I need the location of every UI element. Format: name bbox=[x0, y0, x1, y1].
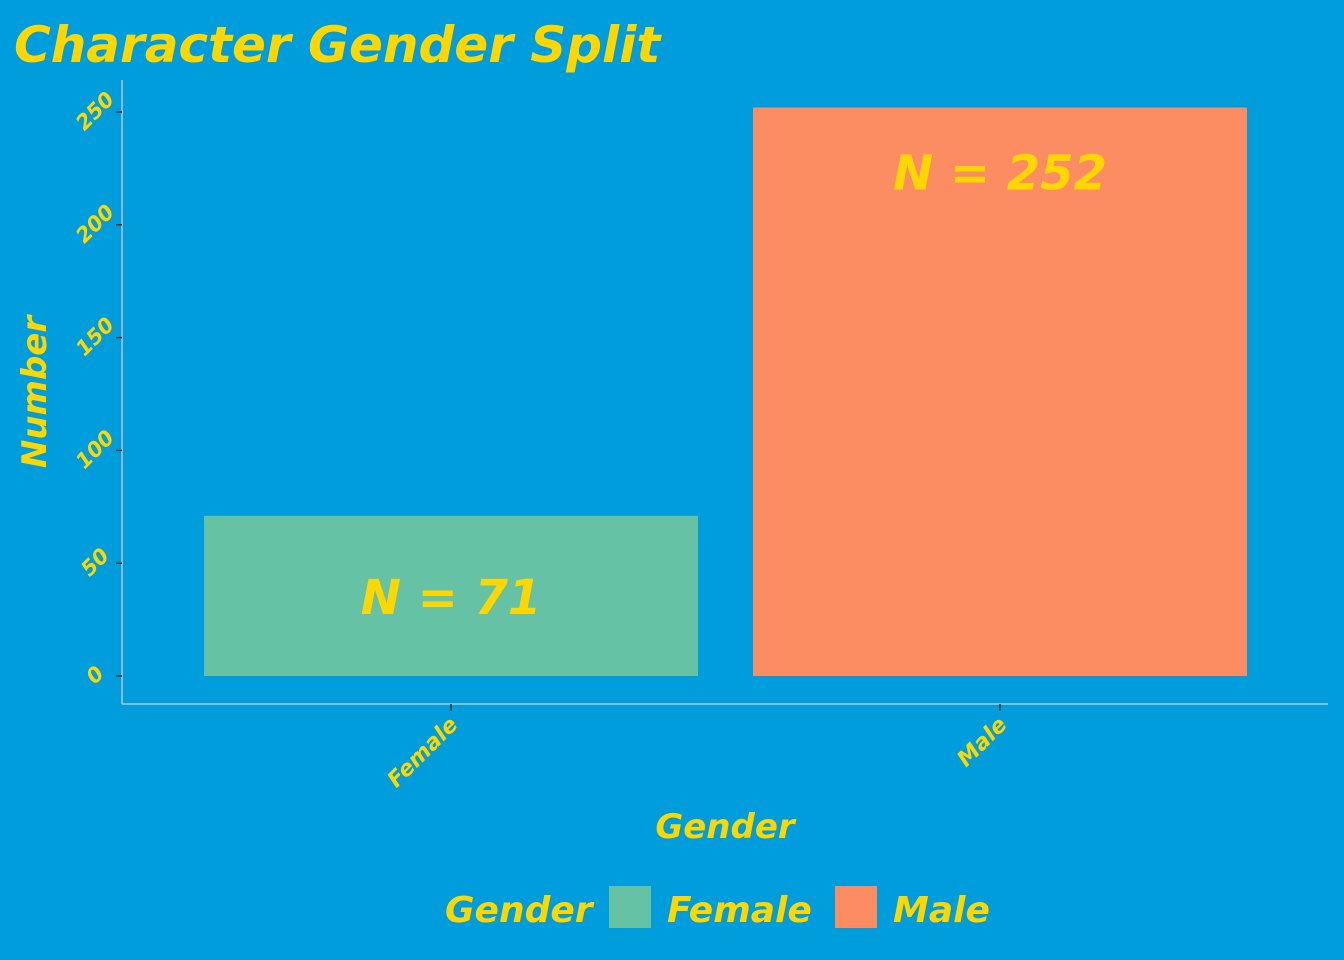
data-label-female: N = 71 bbox=[361, 570, 542, 626]
legend-key-female bbox=[609, 886, 651, 928]
y-tick-label: 50 bbox=[76, 543, 114, 581]
legend-title: Gender bbox=[445, 890, 595, 931]
y-tick-label: 250 bbox=[71, 87, 119, 135]
legend-label-male: Male bbox=[893, 890, 990, 931]
bar-male bbox=[753, 107, 1247, 677]
y-tick-label: 200 bbox=[71, 200, 119, 248]
y-axis-title: Number bbox=[15, 314, 55, 468]
legend-label-female: Female bbox=[667, 890, 812, 931]
y-tick-label: 100 bbox=[71, 425, 119, 473]
data-label-male: N = 252 bbox=[893, 145, 1107, 201]
legend-items: Female Male bbox=[609, 886, 990, 931]
x-tick-label-male: Male bbox=[953, 713, 1013, 773]
y-tick-label: 150 bbox=[71, 313, 119, 361]
legend-key-male bbox=[835, 886, 877, 928]
x-tick-label-female: Female bbox=[383, 713, 463, 793]
x-axis-title: Gender bbox=[655, 807, 797, 847]
bars: N = 71 N = 252 bbox=[204, 107, 1247, 677]
y-tick-label: 0 bbox=[81, 661, 108, 688]
legend: Gender Female Male bbox=[445, 886, 990, 931]
bar-female bbox=[204, 515, 698, 676]
x-axis-ticks: Female Male bbox=[383, 704, 1012, 793]
y-axis-ticks: 0 50 100 150 200 250 bbox=[71, 87, 122, 689]
chart-title: Character Gender Split bbox=[14, 16, 662, 74]
